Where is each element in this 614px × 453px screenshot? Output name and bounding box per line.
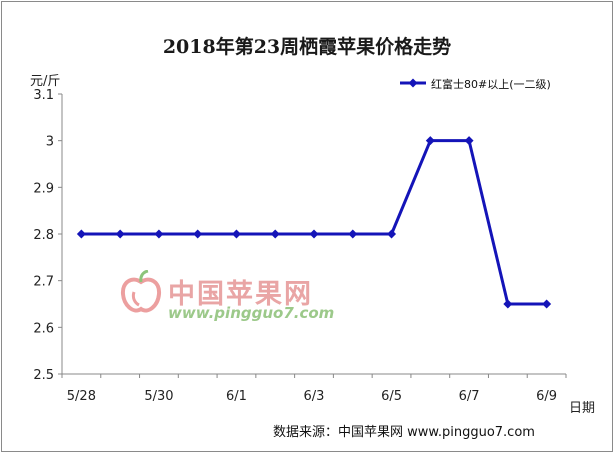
x-tick-label: 6/3 — [304, 389, 325, 404]
data-point — [154, 229, 164, 239]
x-tick-label: 5/30 — [144, 389, 173, 404]
x-tick-label: 6/9 — [536, 389, 557, 404]
x-tick-label: 6/1 — [226, 389, 247, 404]
data-point — [425, 136, 435, 146]
series-line — [81, 139, 547, 306]
y-tick-label: 3.1 — [33, 88, 54, 103]
data-point — [348, 229, 358, 239]
data-point — [464, 136, 474, 146]
watermark-url: www.pingguo7.com — [168, 304, 335, 322]
y-tick-label: 3 — [46, 135, 54, 150]
x-tick-label: 6/5 — [381, 389, 402, 404]
chart-title: 2018年第23周栖霞苹果价格走势 — [162, 36, 452, 58]
data-point — [387, 229, 397, 239]
y-tick-label: 2.5 — [33, 368, 54, 383]
x-tick-label: 5/28 — [67, 389, 96, 404]
y-tick-label: 2.7 — [33, 275, 54, 290]
x-tick-label: 6/7 — [459, 389, 480, 404]
x-axis-label: 日期 — [569, 401, 596, 416]
y-tick-label: 2.9 — [33, 181, 54, 196]
y-tick-label: 2.6 — [33, 321, 54, 336]
data-point — [76, 229, 86, 239]
data-source: 数据来源：中国苹果网 www.pingguo7.com — [273, 425, 535, 440]
data-point — [542, 299, 552, 309]
data-point — [193, 229, 203, 239]
data-point — [115, 229, 125, 239]
data-point — [309, 229, 319, 239]
y-tick-label: 2.8 — [33, 228, 54, 243]
legend-label: 红富士80#以上(一二级) — [431, 78, 551, 91]
data-point — [231, 229, 241, 239]
legend-diamond-marker — [408, 78, 418, 88]
watermark-text: 中国苹果网 — [168, 279, 313, 310]
apple-logo-icon — [120, 270, 162, 313]
data-point — [270, 229, 280, 239]
data-point — [503, 299, 513, 309]
y-axis-unit: 元/斤 — [30, 74, 61, 89]
